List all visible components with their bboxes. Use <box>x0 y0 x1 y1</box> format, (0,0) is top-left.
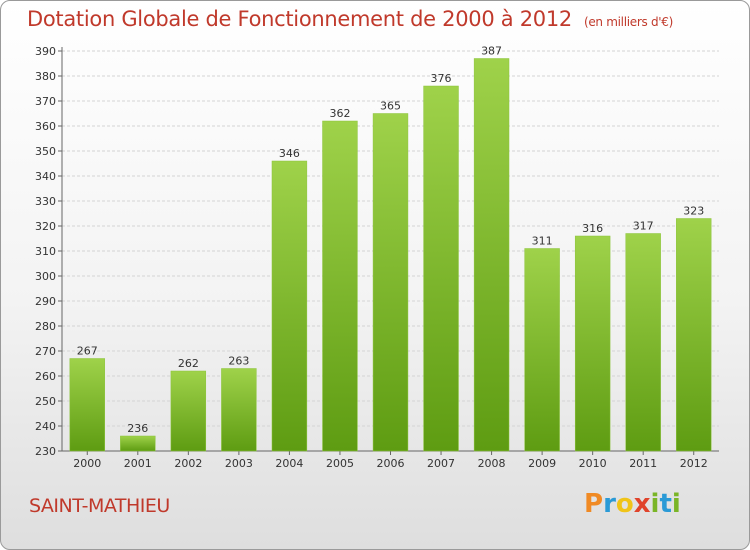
y-tick-label: 290 <box>35 295 56 308</box>
y-tick-label: 300 <box>35 270 56 283</box>
bar <box>120 435 156 452</box>
data-label: 263 <box>228 355 249 368</box>
bar <box>221 368 257 452</box>
y-tick-label: 270 <box>35 345 56 358</box>
x-tick-label: 2003 <box>225 457 253 470</box>
logo-letter: r <box>603 489 616 519</box>
data-labels: 267 236 262 263 346 362 365 376 387 311 316 317 323 <box>77 45 704 436</box>
logo-letter: i <box>671 489 681 519</box>
x-tick-label: 2001 <box>124 457 152 470</box>
data-label: 236 <box>127 422 148 435</box>
data-label: 365 <box>380 100 401 113</box>
chart-title-text: Dotation Globale de Fonctionnement de 20… <box>27 7 572 31</box>
y-tick-label: 320 <box>35 220 56 233</box>
data-label: 316 <box>582 222 603 235</box>
bar <box>524 248 560 452</box>
y-tick-label: 280 <box>35 320 56 333</box>
x-tick-label: 2004 <box>275 457 303 470</box>
x-tick-label: 2009 <box>528 457 556 470</box>
axes: 230 240 250 260 270 280 290 300 310 320 330 340 350 3… <box>35 45 719 470</box>
data-label: 323 <box>683 205 704 218</box>
y-tick-label: 310 <box>35 245 56 258</box>
bar <box>625 233 661 452</box>
bar <box>322 120 358 452</box>
data-label: 267 <box>77 345 98 358</box>
proxiti-logo[interactable]: Proxiti <box>584 489 681 519</box>
logo-letter: x <box>633 489 651 519</box>
x-tick-label: 2008 <box>478 457 506 470</box>
bar <box>372 113 409 452</box>
y-tick-label: 240 <box>35 420 56 433</box>
bar <box>473 58 510 452</box>
data-label: 387 <box>481 45 502 58</box>
unit-note: (en milliers d'€) <box>583 15 673 29</box>
x-tick-label: 2011 <box>629 457 657 470</box>
logo-letter: i <box>650 489 660 519</box>
commune-name: SAINT-MATHIEU <box>29 495 170 517</box>
data-label: 317 <box>633 220 654 233</box>
bar <box>170 370 207 452</box>
bar <box>676 218 712 452</box>
x-tick-label: 2002 <box>174 457 202 470</box>
logo-letter: t <box>659 489 672 519</box>
logo-letter: o <box>615 489 634 519</box>
x-tick-label: 2005 <box>326 457 354 470</box>
y-tick-label: 340 <box>35 170 56 183</box>
logo-letter: P <box>584 489 604 519</box>
bar <box>271 160 308 452</box>
y-tick-label: 230 <box>35 445 56 458</box>
bar <box>69 358 105 452</box>
data-label: 346 <box>279 147 300 160</box>
x-tick-label: 2006 <box>377 457 405 470</box>
chart-title: Dotation Globale de Fonctionnement de 20… <box>27 7 673 31</box>
y-tick-label: 260 <box>35 370 56 383</box>
x-tick-label: 2012 <box>680 457 708 470</box>
data-label: 311 <box>532 235 553 248</box>
bars <box>69 58 712 452</box>
data-label: 376 <box>431 72 452 85</box>
y-tick-label: 360 <box>35 120 56 133</box>
y-tick-label: 330 <box>35 195 56 208</box>
x-tick-label: 2010 <box>579 457 607 470</box>
y-tick-label: 390 <box>35 45 56 58</box>
bar <box>423 85 459 452</box>
data-label: 362 <box>329 107 350 120</box>
y-tick-label: 370 <box>35 95 56 108</box>
bar <box>574 235 611 452</box>
y-tick-label: 350 <box>35 145 56 158</box>
y-tick-label: 380 <box>35 70 56 83</box>
x-tick-label: 2000 <box>73 457 101 470</box>
data-label: 262 <box>178 357 199 370</box>
x-tick-label: 2007 <box>427 457 455 470</box>
y-tick-label: 250 <box>35 395 56 408</box>
